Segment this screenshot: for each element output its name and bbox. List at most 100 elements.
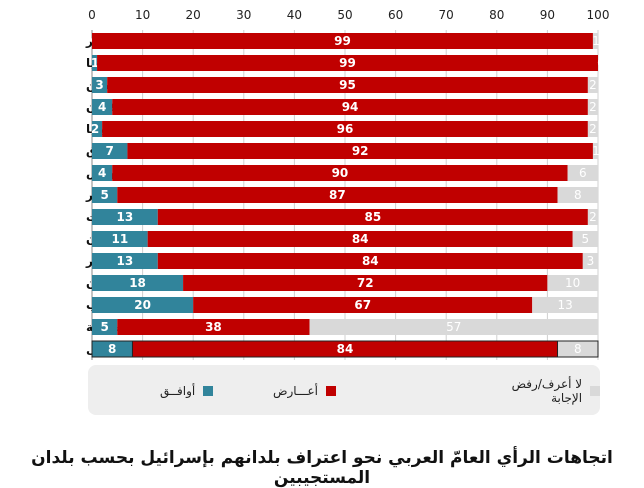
bar-2-12 xyxy=(532,297,598,313)
x-tick-label-80: 80 xyxy=(489,8,504,22)
bar-label-1-8: 85 xyxy=(364,210,381,224)
bar-0-2 xyxy=(92,77,108,93)
bar-0-3 xyxy=(92,99,113,115)
bar-0-6 xyxy=(92,165,113,181)
bar-label-2-13: 57 xyxy=(446,320,461,334)
bar-label-1-11: 72 xyxy=(357,276,374,290)
bar-label-0-7: 5 xyxy=(100,188,108,202)
bar-label-0-1: 1 xyxy=(91,56,99,70)
bar-2-10 xyxy=(582,253,598,269)
bar-label-1-6: 90 xyxy=(332,166,349,180)
bar-label-2-7: 8 xyxy=(574,188,582,202)
bar-1-0 xyxy=(92,33,593,49)
bar-0-8 xyxy=(92,209,158,225)
bar-label-0-3: 4 xyxy=(98,100,106,114)
bar-label-0-14: 8 xyxy=(108,342,116,356)
bar-2-7 xyxy=(557,187,598,203)
bar-label-0-4: 2 xyxy=(91,122,99,136)
bar-1-11 xyxy=(183,275,548,291)
bar-1-6 xyxy=(112,165,568,181)
bar-2-6 xyxy=(567,165,598,181)
bar-label-1-5: 92 xyxy=(352,144,369,158)
bar-1-9 xyxy=(147,231,573,247)
bar-1-12 xyxy=(193,297,533,313)
bar-0-10 xyxy=(92,253,158,269)
bar-label-2-4: 2 xyxy=(589,122,597,136)
bar-0-12 xyxy=(92,297,194,313)
stacked-bar-chart: 0102030405060708090100الجزائر0991موريتان… xyxy=(85,8,610,360)
bar-label-1-0: 99 xyxy=(334,34,351,48)
legend: لا أعرف/رفض الإجابة أعـــارض أوافــق xyxy=(88,365,600,415)
bar-label-1-10: 84 xyxy=(362,254,379,268)
bar-label-2-2: 2 xyxy=(589,78,597,92)
bar-1-13 xyxy=(117,319,310,335)
bar-2-2 xyxy=(587,77,598,93)
bar-1-3 xyxy=(112,99,588,115)
bar-label-0-9: 11 xyxy=(111,232,128,246)
bar-label-2-12: 13 xyxy=(557,298,572,312)
x-tick-label-70: 70 xyxy=(439,8,454,22)
bar-0-7 xyxy=(92,187,118,203)
bar-1-1 xyxy=(97,55,598,71)
bar-0-9 xyxy=(92,231,148,247)
x-tick-label-30: 30 xyxy=(236,8,251,22)
bar-0-13 xyxy=(92,319,118,335)
bar-label-1-9: 84 xyxy=(352,232,369,246)
x-tick-label-40: 40 xyxy=(287,8,302,22)
bar-1-7 xyxy=(117,187,558,203)
bar-label-1-4: 96 xyxy=(337,122,354,136)
bar-label-2-10: 3 xyxy=(587,254,595,268)
bar-label-2-14: 8 xyxy=(574,342,582,356)
bar-1-4 xyxy=(102,121,588,137)
bar-label-1-1: 99 xyxy=(339,56,356,70)
legend-label-oppose: أعـــارض xyxy=(273,384,318,398)
bar-1-10 xyxy=(157,253,583,269)
bar-label-2-6: 6 xyxy=(579,166,587,180)
bar-0-11 xyxy=(92,275,184,291)
bar-label-1-14: 84 xyxy=(337,342,354,356)
x-tick-label-10: 10 xyxy=(135,8,150,22)
bar-label-0-5: 7 xyxy=(106,144,114,158)
bar-2-14 xyxy=(557,340,599,358)
bar-label-0-2: 3 xyxy=(95,78,103,92)
bar-label-1-13: 38 xyxy=(205,320,222,334)
bar-label-0-13: 5 xyxy=(100,320,108,334)
bar-0-5 xyxy=(92,143,128,159)
bar-0-1 xyxy=(92,55,98,71)
bar-label-0-6: 4 xyxy=(98,166,106,180)
bar-label-2-3: 2 xyxy=(589,100,597,114)
bar-label-2-11: 10 xyxy=(565,276,580,290)
bar-0-4 xyxy=(92,121,103,137)
legend-swatch-oppose xyxy=(326,386,336,396)
bar-1-8 xyxy=(157,209,588,225)
bar-2-11 xyxy=(547,275,598,291)
chart-svg: 0102030405060708090100الجزائر0991موريتان… xyxy=(85,8,610,360)
bar-label-0-8: 13 xyxy=(117,210,134,224)
bar-2-8 xyxy=(587,209,598,225)
bar-label-1-12: 67 xyxy=(354,298,371,312)
bar-label-2-1: 0 xyxy=(597,56,605,70)
bar-label-2-0: 1 xyxy=(592,34,600,48)
legend-item-agree: أوافــق xyxy=(160,383,214,399)
x-tick-label-0: 0 xyxy=(88,8,96,22)
x-tick-label-90: 90 xyxy=(540,8,555,22)
bar-label-1-7: 87 xyxy=(329,188,346,202)
bar-label-2-9: 5 xyxy=(582,232,590,246)
legend-swatch-dont-know xyxy=(590,386,600,396)
x-tick-label-60: 60 xyxy=(388,8,403,22)
bar-1-5 xyxy=(127,143,593,159)
bar-label-0-11: 18 xyxy=(129,276,146,290)
bar-2-3 xyxy=(587,99,598,115)
bar-label-1-3: 94 xyxy=(342,100,359,114)
x-tick-label-50: 50 xyxy=(337,8,352,22)
chart-title: اتجاهات الرأي العامّ العربي نحو اعتراف ب… xyxy=(31,448,613,488)
legend-label-dont-know: لا أعرف/رفض الإجابة xyxy=(511,377,583,405)
bar-2-13 xyxy=(309,319,598,335)
bar-2-4 xyxy=(587,121,598,137)
x-tick-label-100: 100 xyxy=(587,8,610,22)
bar-1-2 xyxy=(107,77,588,93)
x-tick-label-20: 20 xyxy=(186,8,201,22)
bar-label-2-5: 1 xyxy=(592,144,600,158)
legend-label-agree: أوافــق xyxy=(160,384,196,398)
legend-item-oppose: أعـــارض xyxy=(273,383,336,399)
